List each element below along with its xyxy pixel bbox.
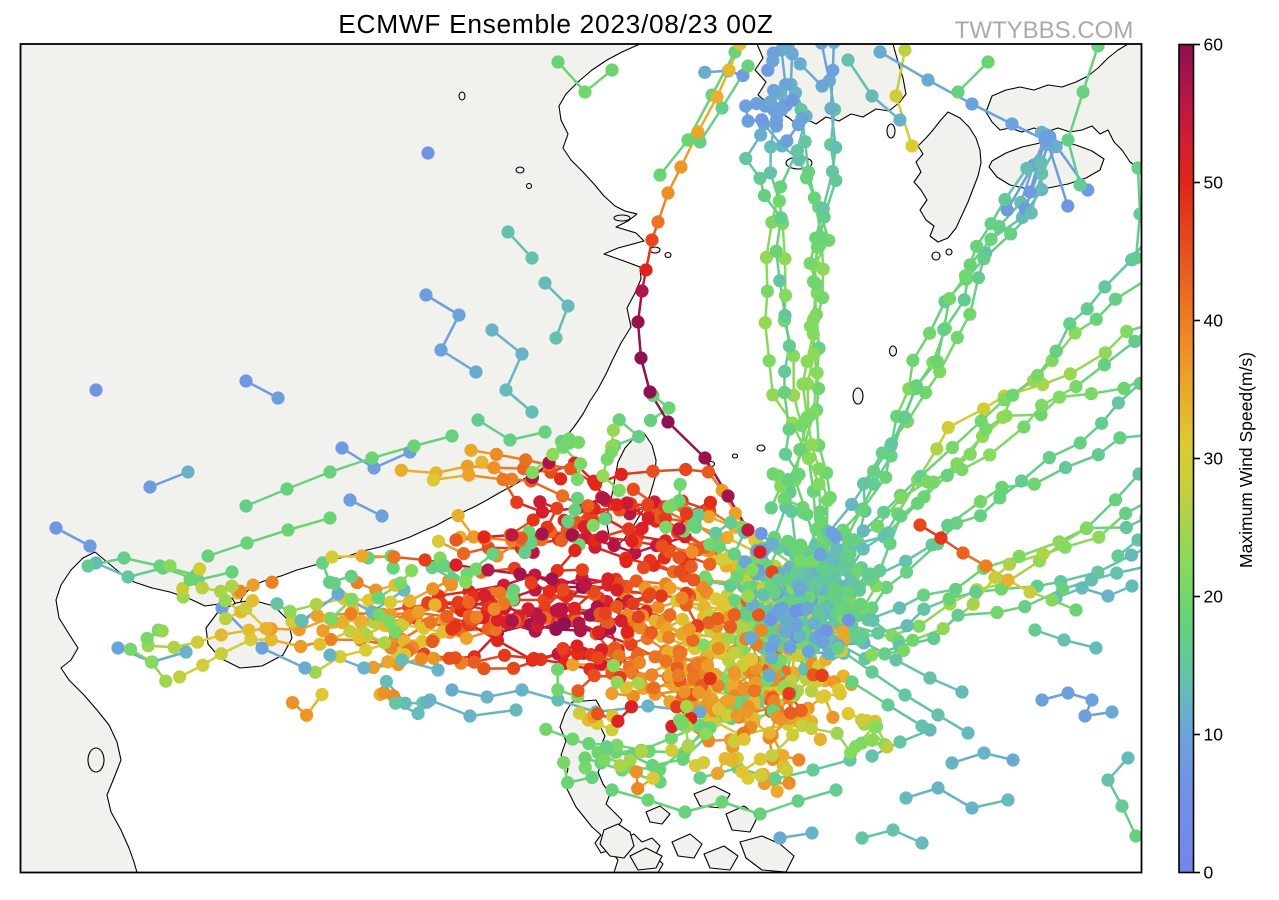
svg-text:0: 0: [1204, 863, 1214, 883]
svg-text:40: 40: [1204, 311, 1224, 331]
svg-text:ECMWF Ensemble 2023/08/23 00Z: ECMWF Ensemble 2023/08/23 00Z: [338, 9, 773, 39]
svg-text:20: 20: [1204, 587, 1224, 607]
svg-text:50: 50: [1204, 173, 1224, 193]
svg-text:60: 60: [1204, 35, 1224, 55]
svg-text:10: 10: [1204, 725, 1224, 745]
svg-text:TWTYBBS.COM: TWTYBBS.COM: [955, 17, 1134, 44]
svg-text:30: 30: [1204, 449, 1224, 469]
svg-text:Maximum Wind Speed(m/s): Maximum Wind Speed(m/s): [1236, 352, 1256, 568]
